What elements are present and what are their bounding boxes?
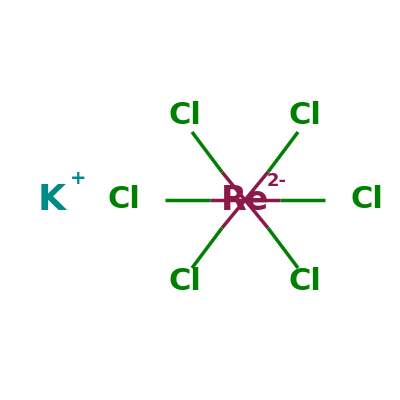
Text: Cl: Cl — [288, 100, 322, 130]
Text: Cl: Cl — [168, 268, 202, 296]
Text: 2-: 2- — [267, 172, 287, 190]
Text: Cl: Cl — [107, 186, 140, 214]
Text: Cl: Cl — [288, 268, 322, 296]
Text: Cl: Cl — [350, 186, 383, 214]
Text: +: + — [70, 169, 86, 188]
Text: Cl: Cl — [168, 100, 202, 130]
Text: Re: Re — [221, 184, 269, 216]
Text: K: K — [38, 183, 66, 217]
